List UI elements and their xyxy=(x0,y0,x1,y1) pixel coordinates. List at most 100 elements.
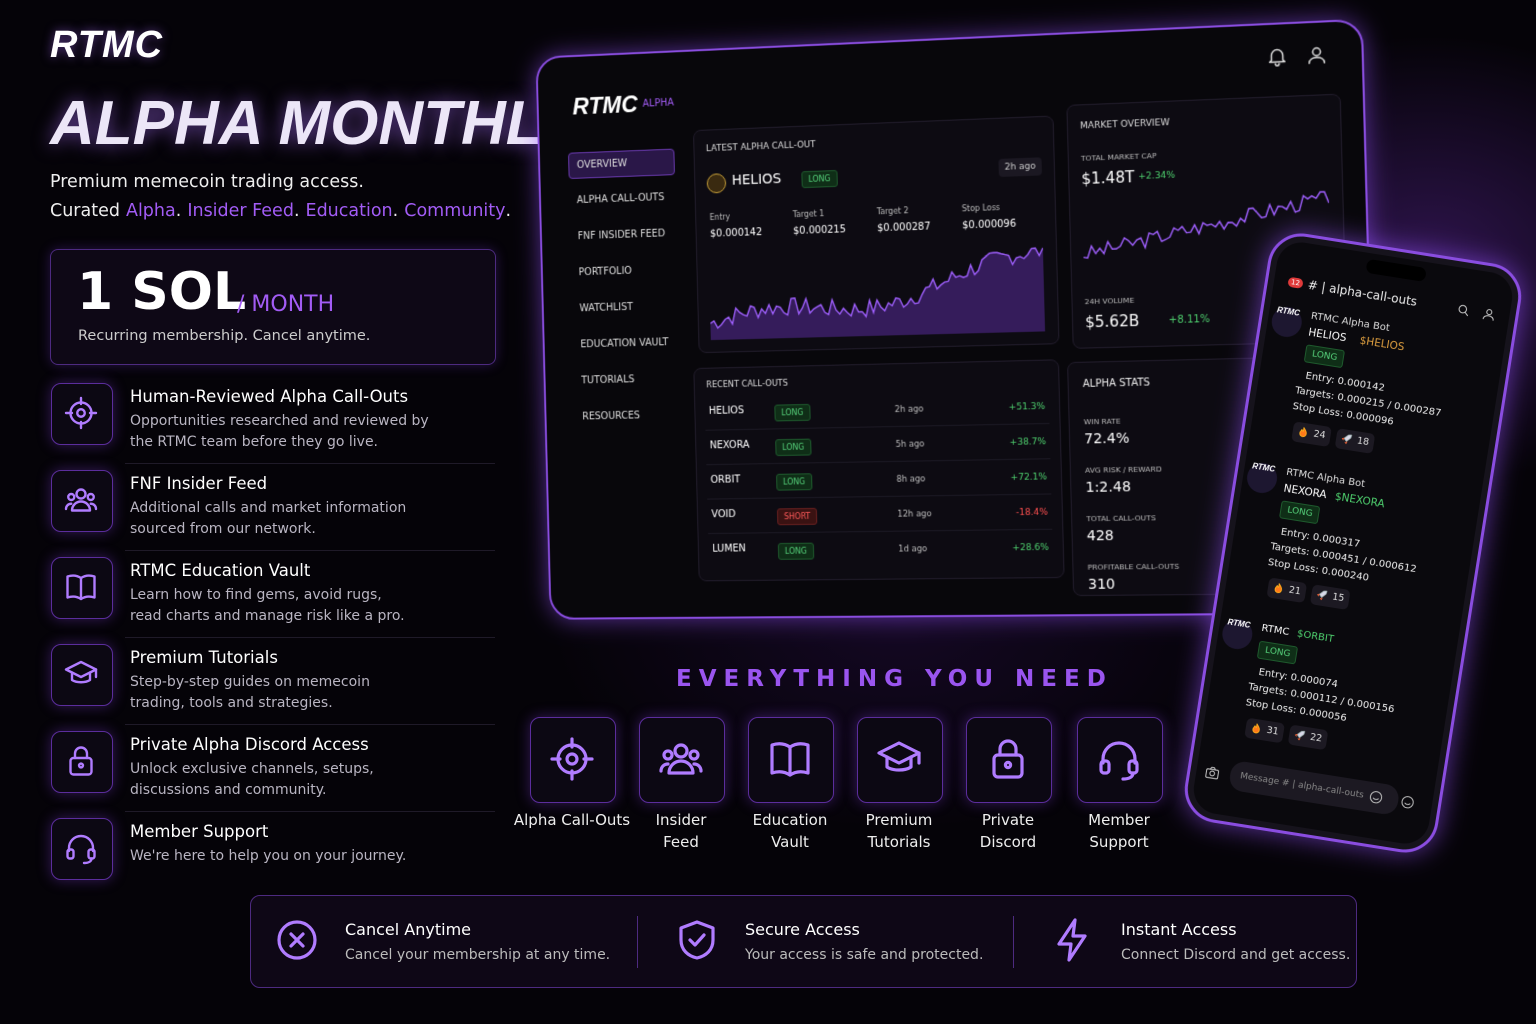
user-icon xyxy=(1482,309,1494,321)
curated-line: Curated Alpha. Insider Feed. Education. Comm… xyxy=(50,201,517,221)
recent-time: 5h ago xyxy=(895,439,925,450)
recent-token: HELIOS xyxy=(708,405,745,417)
nav-item[interactable]: ALPHA CALL-OUTS xyxy=(576,192,665,207)
message-input[interactable]: Message # | alpha-call-outs xyxy=(1227,759,1401,817)
icon-stroke xyxy=(1464,312,1468,317)
feature-desc: sourced from our network. xyxy=(130,521,316,537)
phone-notch xyxy=(1365,258,1427,283)
feature-divider xyxy=(125,550,495,551)
card-heading: RECENT CALL-OUTS xyxy=(706,378,789,391)
recent-time: 1d ago xyxy=(898,544,928,555)
recent-time: 12h ago xyxy=(897,509,932,520)
stat-change: +2.34% xyxy=(1138,170,1176,183)
feature-desc: Unlock exclusive channels, setups, xyxy=(130,761,374,777)
reaction-count: 24 xyxy=(1312,428,1327,442)
level-value: $0.000142 xyxy=(709,227,763,240)
card-heading: LATEST ALPHA CALL-OUT xyxy=(705,140,816,155)
recent-change: +28.6% xyxy=(1012,542,1049,554)
curated-item: Education xyxy=(305,201,393,221)
feature-divider xyxy=(125,724,495,725)
tile-label: Vault xyxy=(771,833,809,851)
stat-label: 24H VOLUME xyxy=(1084,295,1135,307)
nav-item[interactable]: PORTFOLIO xyxy=(578,265,633,279)
headset-icon xyxy=(66,834,96,865)
icon-stroke xyxy=(82,857,93,865)
message-token: HELIOS xyxy=(1307,326,1348,345)
dashboard-sub: ALPHA xyxy=(642,97,675,110)
icon-stroke xyxy=(688,933,706,947)
cap-icon xyxy=(64,660,98,684)
icon-stroke xyxy=(77,762,85,769)
icon-stroke xyxy=(1369,791,1383,804)
footer-title: Secure Access xyxy=(745,920,860,939)
message-ticker: $ORBIT xyxy=(1296,628,1335,646)
footer-bar: Cancel Anytime Cancel your membership at … xyxy=(250,895,1357,988)
icon-stroke xyxy=(1343,434,1353,442)
icon-stroke xyxy=(70,500,92,512)
icon-stroke xyxy=(1003,760,1013,770)
icon-stroke xyxy=(1269,49,1285,62)
nav-item[interactable]: TUTORIALS xyxy=(581,374,635,387)
latest-card: LATEST ALPHA CALL-OUT HELIOS LONG 2h ago Ent… xyxy=(692,115,1060,354)
tile[interactable] xyxy=(857,717,943,803)
nav-item[interactable]: FNF INSIDER FEED xyxy=(577,228,666,243)
headline: ALPHA MONTHLY xyxy=(50,89,581,158)
nav-item[interactable]: EDUCATION VAULT xyxy=(580,337,669,351)
tile-label: Discord xyxy=(979,833,1037,851)
tile[interactable] xyxy=(966,717,1052,803)
icon-stroke xyxy=(556,743,588,775)
feature-desc: trading, tools and strategies. xyxy=(130,695,333,711)
icon-stroke xyxy=(64,660,98,679)
icon-stroke xyxy=(688,749,700,761)
recent-token: LUMEN xyxy=(712,543,747,555)
icon-stroke xyxy=(1317,593,1323,600)
nav-item[interactable]: WATCHLIST xyxy=(579,301,634,315)
icon-stroke xyxy=(1057,918,1087,962)
nav-item[interactable]: RESOURCES xyxy=(582,410,641,423)
nav-item[interactable]: OVERVIEW xyxy=(568,148,675,180)
phone: 12 # | alpha-call-outs RTMC RTMC Alpha Bot H… xyxy=(1179,228,1527,858)
feature-divider xyxy=(125,811,495,812)
feature-divider xyxy=(125,463,495,464)
recent-change: +38.7% xyxy=(1009,437,1047,448)
icon-stroke xyxy=(679,920,715,960)
footer-desc: Cancel your membership at any time. xyxy=(345,947,611,963)
footer-divider xyxy=(1013,916,1014,968)
feature-icon-box xyxy=(51,383,113,445)
message-side: LONG xyxy=(1256,640,1299,665)
target-icon xyxy=(64,396,98,430)
curated-item: Alpha xyxy=(125,201,176,221)
stat-label: TOTAL MARKET CAP xyxy=(1080,150,1157,163)
footer-desc: Connect Discord and get access. xyxy=(1121,947,1351,963)
icon-stroke xyxy=(67,834,95,853)
avatar: RTMC xyxy=(1220,616,1255,652)
recent-change: -18.4% xyxy=(1015,507,1048,519)
stat-value: 1:2.48 xyxy=(1085,479,1132,496)
tile[interactable] xyxy=(1077,717,1163,803)
curated-lead: Curated xyxy=(50,201,120,221)
latest-side: LONG xyxy=(801,169,838,189)
tile-label: Private xyxy=(981,811,1035,829)
recent-side: LONG xyxy=(777,542,814,560)
icon-stroke xyxy=(289,932,305,948)
feature-title: Premium Tutorials xyxy=(130,648,278,667)
section-heading: EVERYTHING YOU NEED xyxy=(676,666,1113,692)
recent-token: NEXORA xyxy=(709,439,750,452)
feature-desc: discussions and community. xyxy=(130,782,327,798)
feature-title: Human-Reviewed Alpha Call-Outs xyxy=(130,387,409,406)
footer-title: Instant Access xyxy=(1121,920,1237,939)
row-divider xyxy=(706,458,1051,466)
icon-stroke xyxy=(885,755,913,772)
icon-stroke xyxy=(565,752,579,766)
icon-stroke xyxy=(659,762,703,773)
row-divider xyxy=(705,422,1050,431)
message-ticker: $NEXORA xyxy=(1334,490,1386,511)
level-label: Target 2 xyxy=(876,206,909,217)
icon-stroke xyxy=(1486,309,1493,316)
recent-side: SHORT xyxy=(776,507,818,526)
curated-item: Insider Feed xyxy=(187,201,294,221)
reaction-count: 18 xyxy=(1356,435,1370,449)
tile[interactable] xyxy=(530,717,616,803)
recent-change: +51.3% xyxy=(1008,401,1046,413)
